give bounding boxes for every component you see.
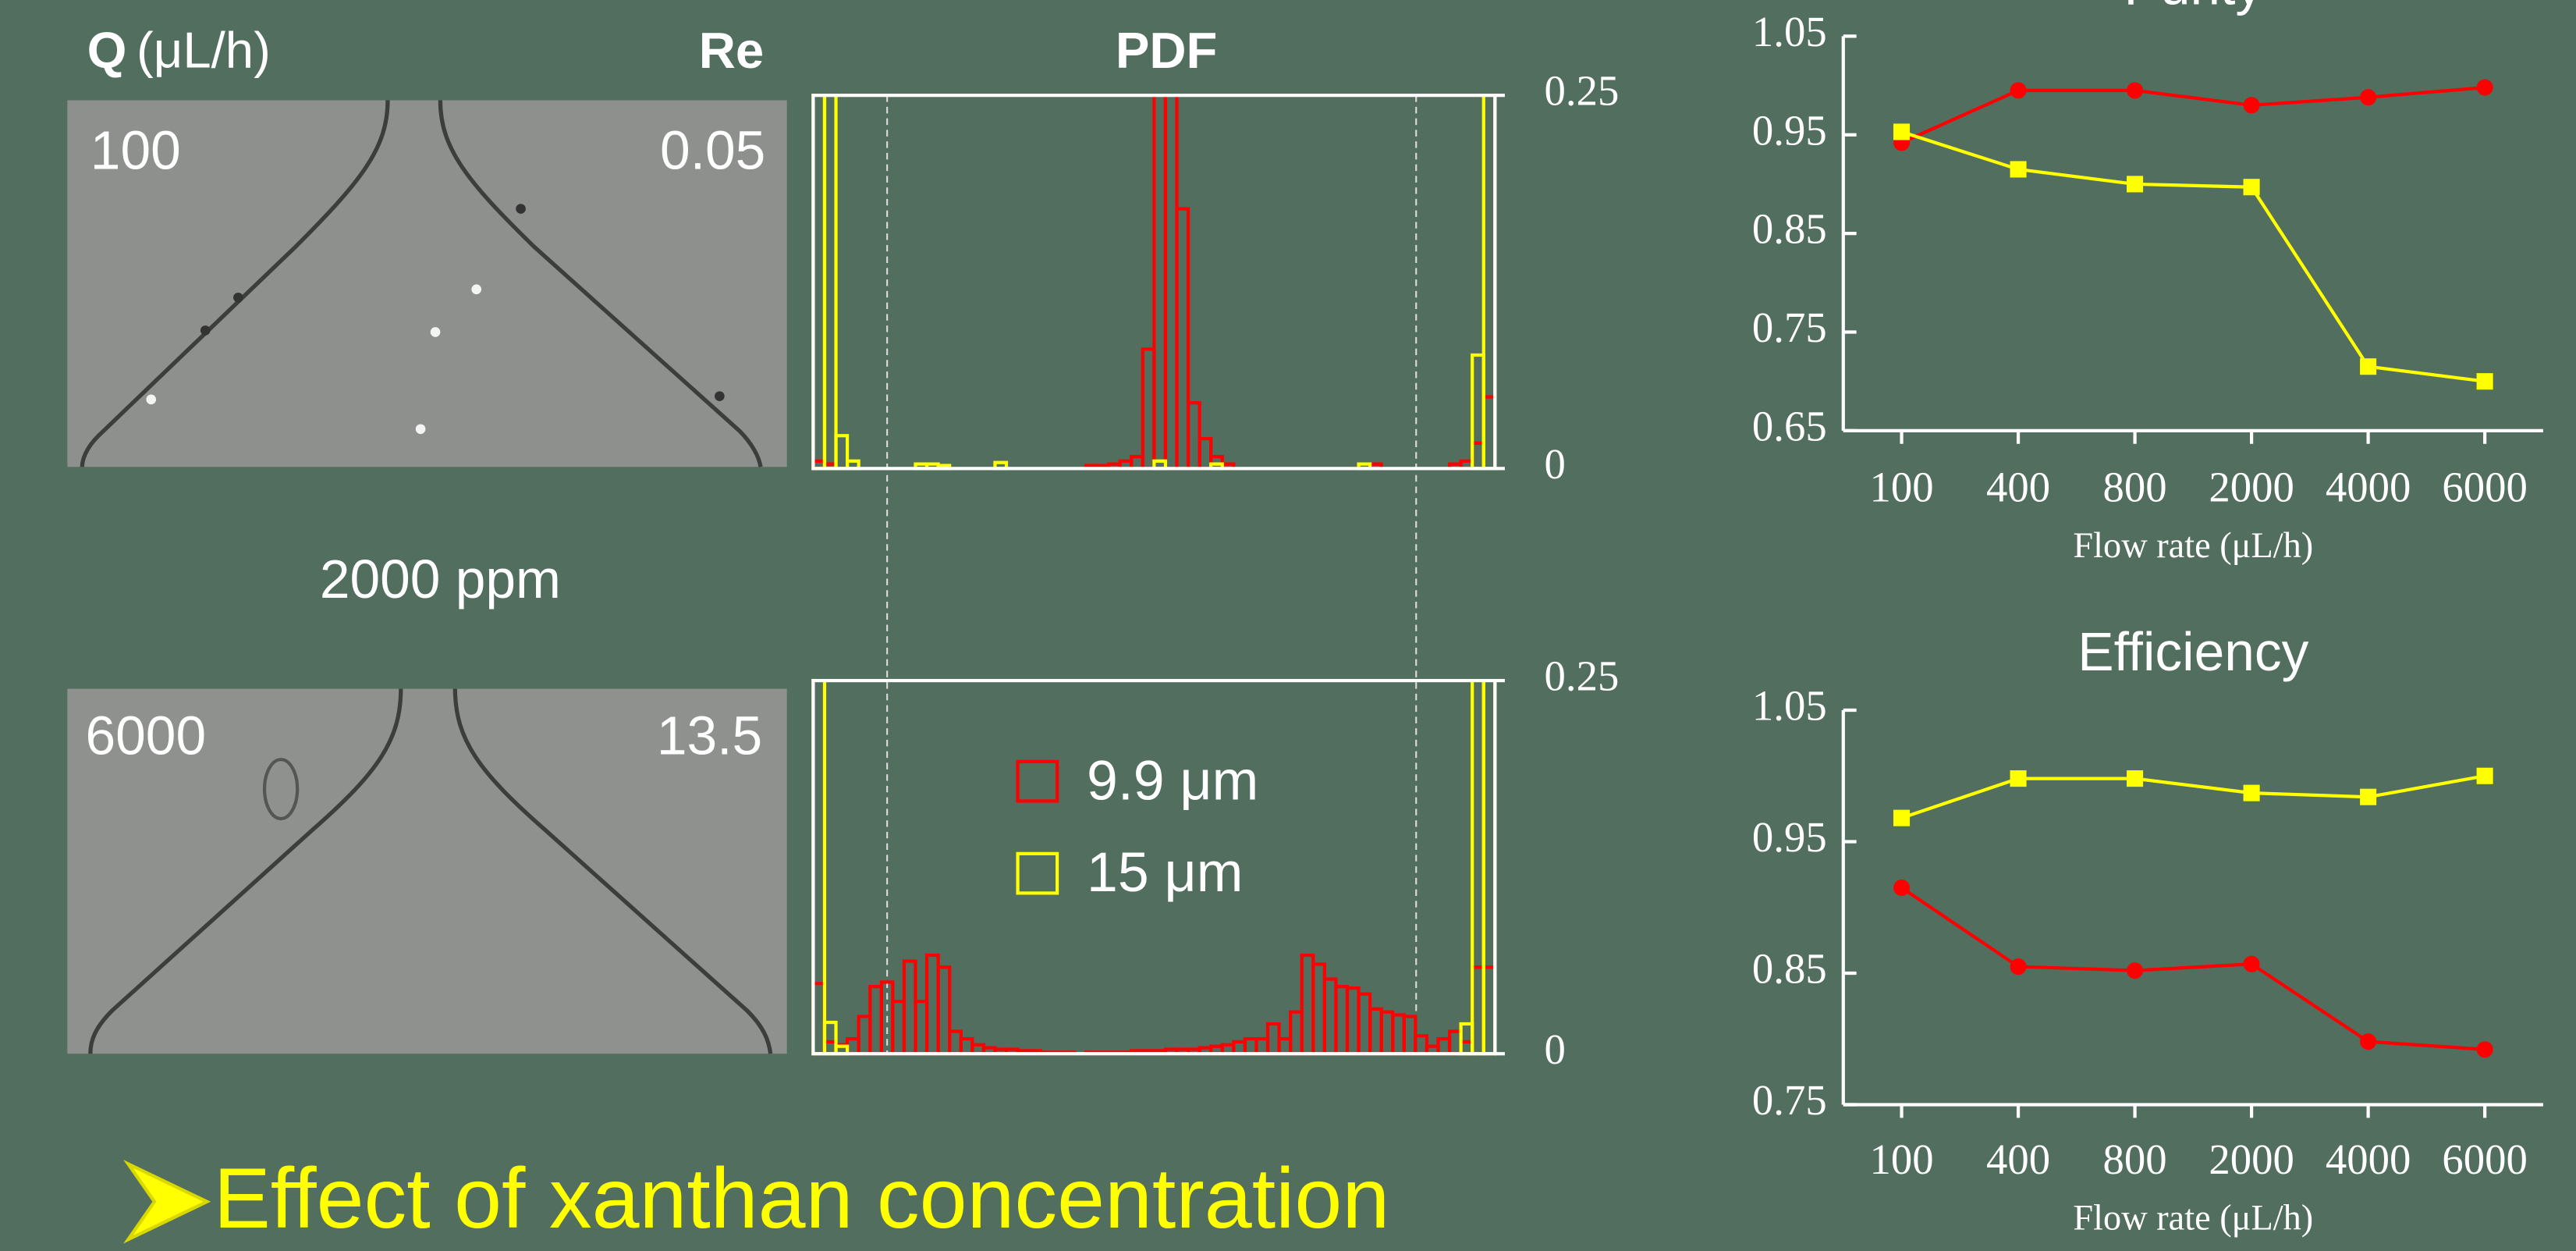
- reynolds: 13.5: [657, 705, 762, 766]
- marker: [2010, 958, 2027, 976]
- x-tick-label: 100: [1869, 1135, 1933, 1183]
- y-tick-label: 0.75: [1752, 1076, 1827, 1124]
- y-tick-label: 1.05: [1752, 8, 1827, 55]
- marker: [2127, 82, 2144, 99]
- bullet-arrow: [122, 1160, 211, 1244]
- y-tick-label: 0.95: [1752, 813, 1827, 861]
- y-tick-label: 0.25: [1545, 652, 1620, 700]
- marker: [2476, 79, 2493, 96]
- marker: [2243, 97, 2260, 114]
- y-tick-label: 0: [1545, 440, 1566, 488]
- marker: [2010, 161, 2027, 178]
- x-tick-label: 400: [1986, 1135, 2050, 1183]
- marker: [2360, 358, 2377, 375]
- pdf-header: PDF: [1116, 22, 1218, 79]
- x-tick-label: 4000: [2326, 1135, 2411, 1183]
- legend-swatch: [1016, 759, 1059, 803]
- marker: [2476, 767, 2493, 784]
- micrograph-bottom: [67, 688, 787, 1054]
- chart-title: Efficiency: [2077, 621, 2308, 682]
- flow-rate: 6000: [86, 705, 207, 766]
- chart-title: Purity: [2124, 0, 2263, 16]
- y-tick-label: 0.85: [1752, 945, 1827, 993]
- marker: [1893, 123, 1911, 140]
- marker: [2010, 82, 2027, 99]
- marker: [1893, 809, 1911, 826]
- series-line: [1900, 774, 2486, 820]
- q-label: Q: [87, 22, 127, 79]
- marker: [2243, 179, 2260, 196]
- x-tick-label: 6000: [2442, 1135, 2527, 1183]
- series-line: [1900, 130, 2486, 383]
- x-tick-label: 4000: [2326, 463, 2411, 510]
- x-tick-label: 800: [2103, 463, 2167, 510]
- marker: [2243, 955, 2260, 972]
- marker: [2127, 962, 2144, 979]
- re-header: Re: [699, 22, 764, 79]
- x-tick-label: 2000: [2209, 463, 2294, 510]
- marker: [2476, 1041, 2493, 1058]
- x-tick-label: 100: [1869, 463, 1933, 510]
- x-tick-label: 6000: [2442, 463, 2527, 510]
- x-tick-label: 800: [2103, 1135, 2167, 1183]
- reynolds: 0.05: [660, 119, 765, 180]
- y-tick-label: 0.65: [1752, 402, 1827, 450]
- marker: [2360, 1033, 2377, 1050]
- marker: [2360, 89, 2377, 106]
- y-tick-label: 0.85: [1752, 205, 1827, 253]
- x-axis-label: Flow rate (μL/h): [2073, 526, 2313, 566]
- micrograph-top: [67, 100, 787, 467]
- plot-frame: [811, 678, 1497, 1056]
- legend-label: 15 μm: [1087, 841, 1243, 904]
- x-axis-label: Flow rate (μL/h): [2073, 1199, 2313, 1239]
- marker: [2127, 176, 2144, 193]
- bullet-text: Effect of xanthan concentration: [214, 1151, 1389, 1246]
- plot-frame: [811, 94, 1497, 471]
- x-tick-label: 400: [1986, 463, 2050, 510]
- y-tick-label: 0.75: [1752, 304, 1827, 351]
- marker: [2010, 770, 2027, 787]
- marker: [1893, 879, 1911, 897]
- legend-swatch: [1016, 851, 1059, 895]
- y-tick-label: 1.05: [1752, 682, 1827, 730]
- marker: [2243, 784, 2260, 801]
- q-header: Q (μL/h): [87, 22, 271, 79]
- series-line: [1900, 85, 2486, 144]
- marker: [2127, 770, 2144, 787]
- marker: [2360, 788, 2377, 805]
- x-tick-label: 2000: [2209, 1135, 2294, 1183]
- y-tick-label: 0.95: [1752, 106, 1827, 154]
- legend-label: 9.9 μm: [1087, 749, 1258, 812]
- concentration: 2000 ppm: [320, 549, 561, 610]
- marker: [2476, 373, 2493, 390]
- series-line: [1900, 886, 2486, 1051]
- y-tick-label: 0.25: [1545, 67, 1620, 115]
- y-tick-label: 0: [1545, 1025, 1566, 1073]
- q-unit: (μL/h): [137, 22, 271, 79]
- flow-rate: 100: [90, 119, 181, 180]
